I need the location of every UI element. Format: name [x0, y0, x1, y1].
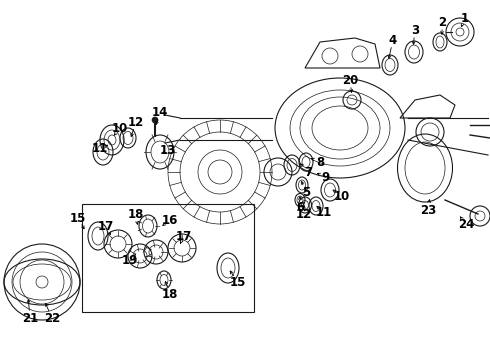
- Text: 10: 10: [334, 189, 350, 202]
- Text: 3: 3: [411, 23, 419, 36]
- Text: 8: 8: [316, 156, 324, 168]
- Text: 2: 2: [438, 15, 446, 28]
- Text: 23: 23: [420, 203, 436, 216]
- Text: 5: 5: [302, 185, 310, 198]
- Text: 15: 15: [230, 275, 246, 288]
- Text: 17: 17: [98, 220, 114, 233]
- Text: 11: 11: [92, 141, 108, 154]
- Text: 4: 4: [389, 33, 397, 46]
- Text: 13: 13: [160, 144, 176, 157]
- Text: 17: 17: [176, 230, 192, 243]
- Text: 1: 1: [461, 12, 469, 24]
- Text: 10: 10: [112, 122, 128, 135]
- Text: 22: 22: [44, 311, 60, 324]
- Text: 14: 14: [152, 105, 168, 118]
- Text: 12: 12: [296, 207, 312, 220]
- Text: 12: 12: [128, 116, 144, 129]
- Text: 15: 15: [70, 212, 86, 225]
- Text: 18: 18: [128, 207, 144, 220]
- Text: 11: 11: [316, 206, 332, 219]
- Text: 9: 9: [322, 171, 330, 184]
- Circle shape: [152, 117, 158, 123]
- Text: 24: 24: [458, 217, 474, 230]
- Text: 7: 7: [304, 166, 312, 179]
- Text: 19: 19: [122, 253, 138, 266]
- Text: 18: 18: [162, 288, 178, 301]
- Text: 16: 16: [162, 213, 178, 226]
- Text: 20: 20: [342, 73, 358, 86]
- Text: 21: 21: [22, 311, 38, 324]
- Text: 6: 6: [296, 201, 304, 213]
- Bar: [82, 204, 254, 312]
